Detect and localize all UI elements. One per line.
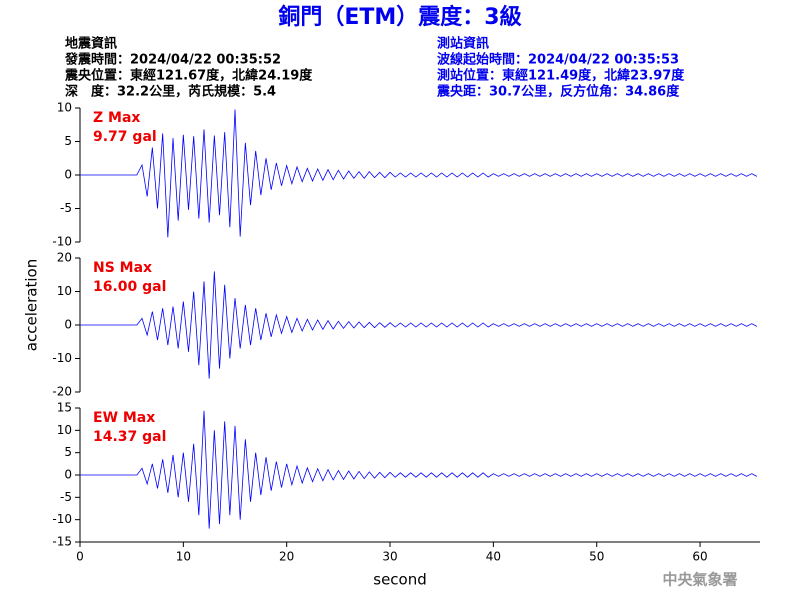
waveform [80,271,758,379]
x-tick-label: 40 [486,550,501,564]
max-label: EW Max [93,410,155,426]
max-label: NS Max [93,260,152,276]
max-label: 16.00 gal [93,279,166,295]
y-tick-label: -10 [52,512,72,526]
y-tick-label: -10 [52,351,72,365]
max-label: 14.37 gal [93,429,166,445]
y-tick-label: 10 [57,284,72,298]
max-label: Z Max [93,110,140,126]
y-tick-label: 10 [57,423,72,437]
info-line: 震央距：30.7公里，反方位角：34.86度 [436,84,680,100]
y-tick-label: -5 [60,490,72,504]
y-tick-label: 15 [57,401,72,415]
x-tick-label: 10 [176,550,191,564]
x-tick-label: 30 [382,550,397,564]
info-line: 深 度：32.2公里，芮氏規模：5.4 [65,84,276,100]
y-tick-label: 10 [57,101,72,115]
quake-info: 地震資訊 發震時間：2024/04/22 00:35:52 震央位置：東經121… [64,36,313,100]
info-line: 測站資訊 [437,36,489,52]
info-line: 測站位置：東經121.49度，北緯23.97度 [437,68,685,84]
y-tick-label: -20 [52,385,72,399]
x-tick-label: 50 [589,550,604,564]
footer-credit: 中央氣象署 [662,571,737,589]
y-tick-label: 0 [64,168,72,182]
waveform [80,410,758,529]
info-line: 震央位置：東經121.67度，北緯24.19度 [64,68,313,84]
y-axis-title: acceleration [23,259,41,351]
x-tick-label: 0 [76,550,84,564]
y-tick-label: -15 [52,535,72,549]
page-title: 銅門（ETM）震度：3級 [278,4,521,30]
y-tick-label: -10 [52,235,72,249]
x-tick-label: 60 [692,550,707,564]
x-tick-label: 20 [279,550,294,564]
info-line: 發震時間：2024/04/22 00:35:52 [64,52,281,68]
y-tick-label: 0 [64,468,72,482]
y-tick-label: 5 [64,134,72,148]
info-line: 地震資訊 [65,36,117,52]
max-label: 9.77 gal [93,129,157,145]
station-info: 測站資訊 波線起始時間：2024/04/22 00:35:53 測站位置：東經1… [436,36,685,100]
y-tick-label: 5 [64,445,72,459]
y-tick-label: 0 [64,318,72,332]
x-axis-title: second [373,571,427,589]
info-line: 波線起始時間：2024/04/22 00:35:53 [437,52,679,68]
waveform [80,109,758,238]
y-tick-label: -5 [60,201,72,215]
y-tick-label: 20 [57,251,72,265]
